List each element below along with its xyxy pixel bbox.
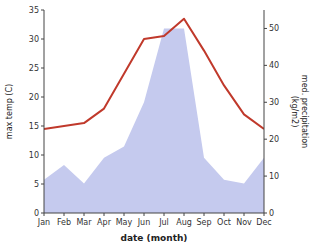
x-tick (144, 213, 145, 216)
y-tick-label: 0 (34, 209, 39, 218)
y-tick-label: 10 (29, 151, 39, 160)
x-tick (164, 213, 165, 216)
chart: JanFebMarAprMayJunJulAugSepOctNovDec0510… (0, 0, 318, 247)
y2-tick (264, 28, 267, 29)
x-tick-label: Nov (236, 218, 252, 227)
y2-tick-label: 50 (269, 24, 279, 33)
y2-axis-label: med. precipitation(kg/m2) (290, 75, 309, 148)
y-tick (41, 184, 44, 185)
y2-tick (264, 65, 267, 66)
x-tick-label: Dec (256, 218, 271, 227)
x-tick (184, 213, 185, 216)
y-tick-label: 5 (34, 180, 39, 189)
y-tick (41, 10, 44, 11)
y2-axis-label-line: med. precipitation (300, 75, 309, 148)
y-tick (41, 39, 44, 40)
x-tick (64, 213, 65, 216)
x-tick (204, 213, 205, 216)
y-axis-line (44, 10, 45, 213)
y2-tick-label: 40 (269, 61, 279, 70)
y-tick-label: 30 (29, 35, 39, 44)
x-tick (224, 213, 225, 216)
x-tick-label: Jul (158, 218, 169, 227)
x-tick-label: Oct (217, 218, 231, 227)
y-tick-label: 35 (29, 6, 39, 15)
y2-axis-line (264, 10, 265, 213)
x-axis-label: date (month) (121, 233, 188, 243)
chart-container: JanFebMarAprMayJunJulAugSepOctNovDec0510… (0, 0, 318, 247)
y2-tick-label: 10 (269, 172, 279, 181)
x-tick-label: Aug (176, 218, 192, 227)
y-tick-label: 20 (29, 93, 39, 102)
plot-area (44, 19, 264, 213)
y2-tick (264, 176, 267, 177)
x-tick-label: Feb (57, 218, 71, 227)
x-tick (244, 213, 245, 216)
y2-tick (264, 139, 267, 140)
y2-tick-label: 20 (269, 135, 279, 144)
x-tick-label: Jun (137, 218, 151, 227)
y2-tick (264, 102, 267, 103)
y-tick (41, 126, 44, 127)
x-tick-label: Jan (37, 218, 50, 227)
precipitation-area (44, 28, 264, 213)
y-tick-label: 15 (29, 122, 39, 131)
x-tick-label: Sep (196, 218, 211, 227)
y-axis-label: max temp (C) (5, 84, 14, 139)
y-tick (41, 155, 44, 156)
y-tick (41, 68, 44, 69)
x-tick (104, 213, 105, 216)
y-tick-label: 25 (29, 64, 39, 73)
x-tick (84, 213, 85, 216)
x-tick-label: Mar (76, 218, 92, 227)
x-axis-line (44, 213, 264, 214)
y-tick (41, 213, 44, 214)
x-tick-label: Apr (97, 218, 112, 227)
y-tick (41, 97, 44, 98)
temperature-line (44, 19, 264, 129)
y2-tick-label: 30 (269, 98, 279, 107)
x-tick (124, 213, 125, 216)
y2-axis-label-line: (kg/m2) (290, 96, 299, 128)
y2-tick-label: 0 (269, 209, 274, 218)
y2-tick (264, 213, 267, 214)
x-tick-label: May (116, 218, 133, 227)
